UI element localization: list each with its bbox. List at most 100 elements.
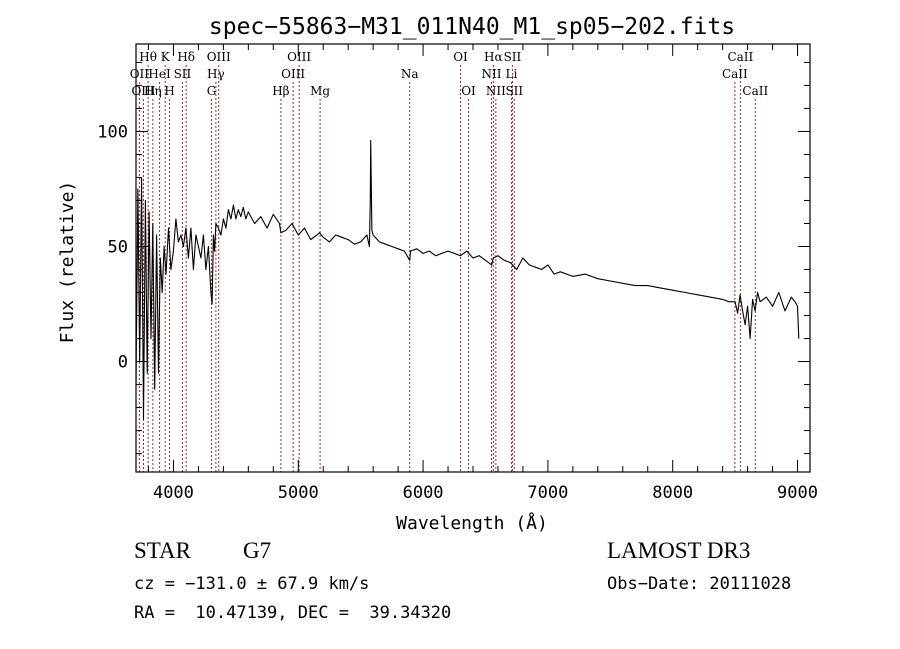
spectrum-point-140: [794, 301, 796, 303]
spectrum-point-47: [237, 209, 239, 211]
line-label-2: OIII: [131, 84, 155, 98]
spectrum-point-22: [180, 234, 182, 236]
line-label-16: Na: [401, 67, 419, 81]
spectrum-point-84: [410, 250, 411, 252]
line-label-3: Hη: [144, 84, 162, 98]
spectrum-point-133: [757, 292, 758, 293]
spectrum-point-98: [492, 257, 494, 259]
spectrum-point-116: [647, 285, 649, 286]
line-label-14: Hβ: [272, 84, 289, 98]
spectrum-point-60: [297, 234, 299, 236]
spectrum-point-91: [453, 253, 455, 254]
spectrum-point-33: [208, 246, 209, 247]
spectrum-point-58: [285, 230, 287, 231]
spectrum-point-83: [409, 259, 411, 261]
spectrum-point-131: [752, 299, 753, 300]
spectrum-point-50: [245, 218, 247, 220]
spectrum-point-81: [397, 248, 399, 250]
spectrum-point-48: [240, 216, 242, 218]
spectrum-point-95: [478, 255, 480, 257]
line-label-9: OIII: [207, 50, 231, 64]
spectrum-point-137: [778, 292, 780, 293]
spectrum-point-109: [560, 271, 561, 273]
spectrum-point-139: [790, 296, 792, 298]
spectrum-point-12: [158, 372, 159, 374]
spectrum-point-115: [634, 285, 636, 286]
line-label-7: Hδ: [177, 50, 195, 64]
spectrum-point-96: [485, 259, 486, 261]
spectrum-point-56: [279, 223, 280, 224]
spectrum-point-142: [798, 338, 800, 339]
spectrum-point-105: [535, 266, 536, 268]
spectrum-point-90: [447, 250, 449, 252]
spectrum-point-25: [188, 257, 189, 259]
observation-date: Obs−Date: 20111028: [607, 574, 792, 594]
line-label-0: Hθ: [139, 50, 157, 64]
spectrum-point-110: [572, 276, 574, 277]
line-label-5: HeI: [148, 67, 171, 81]
spectrum-point-26: [190, 227, 192, 229]
line-label-12: OIII: [287, 50, 311, 64]
spectrum-point-94: [472, 257, 474, 259]
line-label-20: NII: [481, 67, 501, 81]
spectrum-point-92: [460, 255, 461, 257]
spectrum-point-85: [416, 248, 418, 250]
spectrum-point-87: [428, 250, 430, 252]
spectrum-point-104: [528, 264, 530, 266]
line-label-13: OIII: [281, 67, 305, 81]
spectrum-series: [135, 140, 800, 420]
spectrum-point-128: [744, 324, 746, 326]
spectrum-point-38: [215, 223, 217, 224]
object-class: STAR: [134, 538, 191, 563]
spectrum-point-11: [156, 234, 158, 236]
spectrum-point-89: [441, 253, 443, 254]
spectrum-point-10: [154, 388, 156, 390]
spectrum-point-28: [195, 234, 197, 236]
spectrum-point-76: [371, 230, 373, 231]
x-tick-label-5000: 5000: [278, 483, 319, 503]
line-label-19: Hα: [484, 50, 503, 64]
spectrum-point-6: [146, 372, 148, 374]
x-tick-label-9000: 9000: [777, 483, 818, 503]
spectrum-point-8: [150, 338, 152, 339]
spectrum-point-72: [366, 234, 368, 236]
spectrum-point-42: [225, 227, 227, 229]
line-label-17: OI: [453, 50, 468, 64]
spectrum-point-71: [360, 241, 362, 243]
line-label-15: Mg: [310, 84, 330, 98]
spectrum-point-93: [466, 250, 468, 252]
chart-title: spec−55863−M31_011N40_M1_sp05−202.fits: [209, 14, 735, 40]
spectrum-point-67: [335, 234, 337, 236]
spectrum-point-41: [223, 218, 224, 220]
spectrum-point-44: [230, 218, 232, 220]
x-tick-label-4000: 4000: [153, 483, 194, 503]
spectrum-point-134: [759, 301, 761, 303]
spectrum-point-4: [143, 418, 144, 420]
spectrum-point-30: [200, 257, 202, 259]
spectrum-point-21: [178, 241, 179, 243]
spectrum-point-79: [385, 243, 386, 245]
spectrum-point-24: [185, 227, 187, 229]
spectrum-point-51: [247, 211, 249, 213]
plot-axes: 4000 5000 6000 7000 8000 9000 0 50 100: [97, 43, 818, 503]
spectrum-point-65: [322, 236, 324, 238]
spectrum-point-13: [159, 257, 161, 259]
spectrum-point-62: [310, 239, 312, 241]
x-tick-label-7000: 7000: [527, 483, 568, 503]
spectrum-point-5: [145, 200, 146, 201]
spectrum-point-114: [622, 282, 624, 284]
spectrum-point-117: [659, 287, 661, 289]
line-label-27: CaII: [742, 84, 768, 98]
spectrum-point-118: [672, 289, 674, 291]
spectrum-point-64: [319, 232, 320, 234]
spectrum-point-54: [266, 227, 268, 229]
spectrum-point-102: [516, 269, 518, 270]
spectrum-point-43: [228, 209, 229, 211]
spectrum-point-88: [435, 255, 436, 257]
y-tick-label-0: 0: [118, 353, 128, 373]
spectrum-point-20: [175, 218, 177, 220]
line-label-1: OII: [130, 67, 150, 81]
line-label-23: Li: [506, 67, 518, 81]
spectrum-point-112: [597, 278, 599, 280]
